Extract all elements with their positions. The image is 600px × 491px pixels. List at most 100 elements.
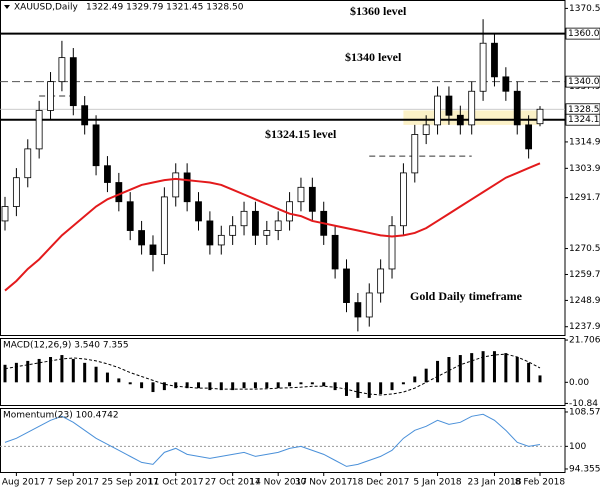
macd-bar — [3, 364, 7, 383]
macd-bar — [26, 360, 30, 383]
macd-bar — [60, 355, 64, 383]
macd-bar — [436, 360, 440, 383]
x-tick-label: 25 Sep 2017 — [102, 478, 159, 488]
candle-body — [58, 57, 66, 83]
y-tick-label: 1291.70 — [569, 193, 600, 203]
candle-body — [422, 124, 430, 135]
chart-title: XAUUSD,Daily — [14, 3, 78, 13]
macd-bar — [128, 382, 132, 385]
y-tick-label: 1370.50 — [569, 4, 600, 14]
panel-title: Momentum(23) 100.4742 — [3, 411, 119, 421]
menu-arrow — [4, 5, 10, 9]
macd-bar — [379, 382, 383, 394]
candle-body — [47, 81, 54, 111]
candle-body — [343, 268, 350, 303]
macd-bar — [265, 382, 269, 389]
x-tick-label: 8 Feb 2018 — [515, 478, 566, 488]
macd-bar — [94, 366, 98, 383]
candle-body — [35, 110, 43, 150]
candle-body — [297, 186, 305, 203]
candle-body — [92, 124, 100, 167]
macd-bar — [105, 372, 109, 383]
price-label-box — [565, 27, 600, 40]
y-tick-label: -10.84 — [569, 399, 598, 409]
macd-bar — [390, 382, 394, 391]
x-tick-label: 30 Nov 2017 — [295, 478, 353, 488]
x-tick-label: 18 Dec 2017 — [352, 478, 410, 488]
macd-bar — [117, 378, 121, 383]
candle-body — [229, 225, 237, 236]
y-tick-label: 1237.95 — [569, 322, 600, 332]
candle-body — [354, 302, 362, 318]
x-tick-label: 14 Nov 2017 — [249, 478, 307, 488]
macd-bar — [151, 382, 155, 393]
macd-bar — [185, 382, 189, 389]
macd-bar — [401, 382, 405, 385]
candle-body — [172, 172, 180, 198]
macd-bar — [470, 353, 474, 383]
candle-body — [308, 186, 316, 212]
candle-body — [445, 95, 453, 116]
price-label: 1324.15 — [568, 115, 600, 125]
macd-bar — [322, 382, 326, 387]
x-tick-label: 23 Jan 2018 — [467, 478, 521, 488]
y-tick-label: 108.5773 — [569, 407, 600, 417]
macd-bar — [413, 376, 417, 383]
macd-bar — [219, 382, 223, 391]
candle-body — [183, 172, 191, 203]
macd-bar — [231, 382, 235, 391]
macd-bar — [14, 362, 18, 383]
macd-bar — [333, 382, 337, 391]
macd-bar — [447, 357, 451, 383]
x-tick-label: 11 Oct 2017 — [148, 478, 204, 488]
candle-body — [115, 182, 123, 203]
annotation: $1324.15 level — [265, 127, 337, 141]
y-tick-label: 0.00 — [569, 378, 589, 388]
macd-bar — [310, 382, 314, 385]
signal-line — [4, 353, 541, 396]
macd-bar — [83, 362, 87, 383]
momentum-line — [4, 413, 541, 467]
y-tick-label: 1248.90 — [569, 296, 600, 306]
macd-bar — [49, 357, 53, 383]
candle-body — [263, 230, 271, 236]
x-tick-label: 27 Oct 2017 — [205, 478, 261, 488]
macd-bar — [253, 382, 257, 389]
macd-bar — [288, 382, 292, 387]
candle-body — [400, 172, 407, 227]
candle-body — [126, 201, 134, 231]
x-tick-label: 7 Sep 2017 — [48, 478, 99, 488]
y-tick-label: 1259.70 — [569, 270, 600, 280]
macd-bar — [527, 362, 531, 383]
macd-bar — [504, 353, 508, 383]
candle-body — [468, 90, 476, 126]
price-label: 1360.00 — [568, 29, 600, 39]
candle-body — [502, 76, 510, 92]
annotation: $1360 level — [350, 4, 407, 18]
y-tick-label: 21.706 — [569, 336, 600, 346]
x-tick-label: 5 Jan 2018 — [413, 478, 461, 488]
x-tick-label: 22 Aug 2017 — [0, 478, 45, 488]
candle-body — [274, 220, 282, 231]
candle-body — [81, 105, 89, 126]
macd-bar — [515, 357, 519, 383]
macd-bar — [356, 382, 360, 398]
macd-bar — [481, 351, 485, 383]
candle-body — [411, 134, 419, 174]
y-tick-label: 100 — [569, 442, 586, 452]
macd-bar — [492, 351, 496, 383]
panel-frame — [0, 408, 566, 473]
macd-bar — [162, 382, 166, 391]
y-tick-label: 1314.90 — [569, 137, 600, 147]
candle-body — [536, 108, 544, 125]
candle-body — [69, 57, 77, 107]
macd-bar — [242, 382, 246, 389]
candle-body — [24, 148, 32, 179]
price-label: 1328.50 — [568, 105, 600, 115]
candle-body — [491, 42, 498, 78]
candle-body — [434, 95, 441, 126]
macd-bar — [424, 368, 428, 383]
price-label-box — [565, 113, 600, 126]
candle-body — [206, 220, 214, 246]
